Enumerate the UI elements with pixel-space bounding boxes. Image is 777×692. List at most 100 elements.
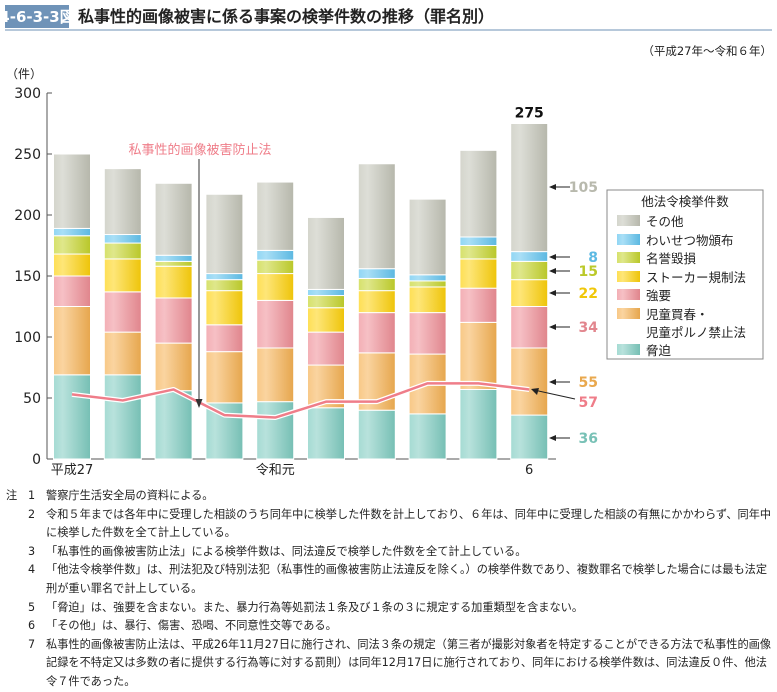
legend-swatch [617, 289, 640, 300]
arrow-head-icon [549, 379, 556, 385]
note-number: 5 [28, 600, 36, 614]
bar-segment [53, 235, 91, 255]
bar-segment [510, 279, 549, 308]
bar-segment [53, 306, 91, 376]
y-axis-unit: （件） [6, 67, 42, 81]
bar-segment [256, 273, 295, 301]
legend-title: 他法令検挙件数 [641, 194, 729, 209]
bar-segment [154, 342, 193, 392]
value-label: 22 [579, 286, 598, 302]
chart: 4-6-3-3図 私事性的画像被害に係る事案の検挙件数の推移（罪名別） （平成2… [5, 5, 772, 478]
y-tick-label: 300 [14, 86, 41, 102]
note-text: 私事性的画像被害防止法は、平成26年11月27日に施行され、同法３条の規定（第三… [46, 637, 772, 688]
bar-segment [53, 153, 91, 229]
bar-segment [357, 290, 396, 314]
bar-segment [510, 306, 549, 349]
bar-segment [53, 253, 91, 277]
note-item: 6 「その他」は、暴行、傷害、恐喝、不同意性交等である。 [6, 617, 774, 636]
bar-segment [408, 312, 447, 355]
bar-segment [154, 182, 193, 256]
bar-segment [357, 163, 396, 270]
arrow-head-icon [549, 435, 556, 441]
bar-segment [357, 268, 396, 279]
bar-segment [459, 388, 498, 460]
arrow-head-icon [549, 268, 556, 274]
legend-label: 児童買春・ [646, 307, 709, 322]
note-text: 「その他」は、暴行、傷害、恐喝、不同意性交等である。 [46, 619, 337, 633]
bar-segment [408, 286, 447, 314]
bar-segment [53, 374, 91, 460]
bar-segment [307, 216, 345, 290]
bar-segment [103, 234, 142, 244]
bar-segment [510, 123, 549, 253]
bar-segment [357, 312, 396, 354]
arrow-head-icon [549, 254, 556, 260]
value-label: 15 [579, 264, 598, 280]
bar-segment [256, 181, 295, 251]
bar-segment [205, 324, 244, 353]
bar-segment [205, 279, 244, 292]
note-item: 2 令和５年までは各年中に受理した相談のうち同年中に検挙した件数を計上しており、６… [6, 506, 774, 543]
legend-swatch [617, 234, 640, 245]
legend-swatch [617, 344, 640, 355]
bar-segment [154, 260, 193, 267]
value-label: 8 [588, 250, 598, 266]
bar-segment [408, 413, 447, 460]
note-number: 6 [28, 619, 36, 633]
legend-label: ストーカー規制法 [646, 270, 746, 285]
label-arrow [533, 389, 576, 400]
bar-segment [154, 254, 193, 262]
bar-segment [205, 351, 244, 404]
bar-segment [205, 402, 244, 460]
bar-segment [256, 347, 295, 403]
total-label: 275 [515, 106, 544, 122]
bar-segment [510, 414, 549, 460]
note-prefix [6, 543, 28, 562]
bar-segment [357, 277, 396, 292]
note-prefix: 注 [6, 489, 18, 502]
note-number: 1 [28, 489, 36, 502]
value-label: 36 [579, 431, 598, 447]
arrow-head-icon [549, 184, 556, 190]
note-prefix [6, 636, 28, 692]
y-tick-label: 200 [14, 208, 41, 224]
bar-segment [408, 274, 447, 282]
value-label: 55 [579, 375, 598, 391]
y-tick-label: 50 [23, 391, 41, 407]
bar-segment [103, 242, 142, 260]
bar-segment [510, 347, 549, 416]
bar-segment [256, 249, 295, 261]
bar-segment [459, 236, 498, 247]
bar-segment [307, 288, 345, 297]
bar-segment [408, 280, 447, 288]
y-tick-label: 250 [14, 147, 41, 163]
bar-segment [256, 259, 295, 275]
bar-segment [103, 374, 142, 460]
legend-swatch [617, 252, 640, 263]
note-item: 7 私事性的画像被害防止法は、平成26年11月27日に施行され、同法３条の規定（第… [6, 636, 774, 692]
bar-segment [307, 295, 345, 309]
note-text: 警察庁生活安全局の資料による。 [46, 489, 214, 502]
legend-label: 名誉毀損 [646, 251, 697, 266]
value-label: 105 [569, 180, 598, 196]
bar-segment [256, 299, 295, 349]
bar-segment [459, 321, 498, 390]
note-item: 注 1 警察庁生活安全局の資料による。 [6, 487, 774, 506]
y-tick-label: 100 [14, 330, 41, 346]
period-label: （平成27年～令和６年） [642, 44, 772, 58]
line-series-privacy-law [71, 382, 530, 419]
note-number: 4 [28, 563, 36, 577]
bar-segment [103, 291, 142, 333]
bar-segment [205, 273, 244, 281]
x-tick-label: 平成27 [51, 463, 94, 478]
bar-segment [459, 258, 498, 289]
note-prefix [6, 561, 28, 598]
chart-title: 私事性的画像被害に係る事案の検挙件数の推移（罪名別） [78, 7, 494, 26]
bar-segment [459, 149, 498, 238]
note-number: 2 [28, 507, 36, 521]
bar-segment [103, 168, 142, 236]
note-item: 5 「脅迫」は、強要を含まない。また、暴力行為等処罰法１条及び１条の３に規定する加… [6, 599, 774, 618]
bar-segment [205, 193, 244, 275]
bar-segment [459, 245, 498, 260]
x-tick-label: 6 [525, 463, 533, 478]
